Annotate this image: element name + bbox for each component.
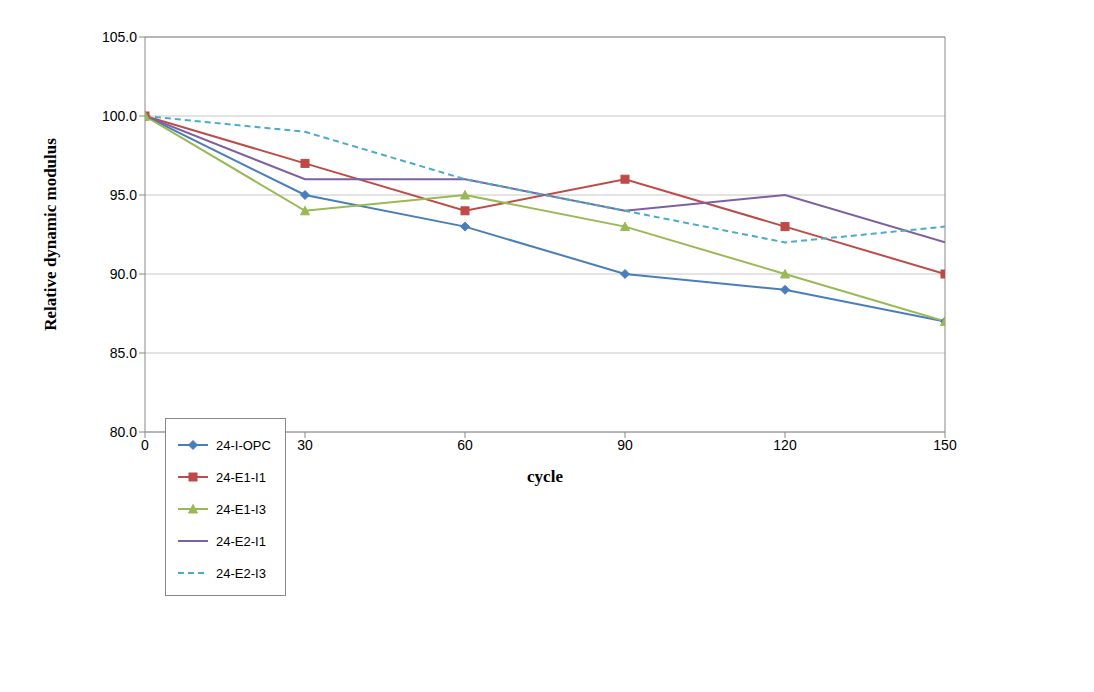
svg-text:90: 90 bbox=[617, 437, 633, 453]
html-text:24-E1-I3: 24-E1-I3 bbox=[216, 501, 266, 517]
svg-text:120: 120 bbox=[773, 437, 797, 453]
svg-text:0: 0 bbox=[141, 437, 149, 453]
svg-text:80.0: 80.0 bbox=[110, 424, 137, 440]
html-text:24-E2-I1: 24-E2-I1 bbox=[216, 533, 266, 549]
svg-text:95.0: 95.0 bbox=[110, 187, 137, 203]
svg-text:100.0: 100.0 bbox=[102, 108, 137, 124]
svg-text:90.0: 90.0 bbox=[110, 266, 137, 282]
svg-text:cycle: cycle bbox=[527, 467, 563, 486]
svg-text:150: 150 bbox=[933, 437, 957, 453]
html-text:24-I-OPC: 24-I-OPC bbox=[216, 437, 271, 453]
svg-text:30: 30 bbox=[297, 437, 313, 453]
svg-text:105.0: 105.0 bbox=[102, 29, 137, 45]
html-text:24-E2-I3: 24-E2-I3 bbox=[216, 565, 266, 581]
svg-text:60: 60 bbox=[457, 437, 473, 453]
html-text:24-E1-I1: 24-E1-I1 bbox=[216, 469, 266, 485]
svg-text:85.0: 85.0 bbox=[110, 345, 137, 361]
svg-text:Relative dynamic modulus: Relative dynamic modulus bbox=[41, 138, 60, 331]
